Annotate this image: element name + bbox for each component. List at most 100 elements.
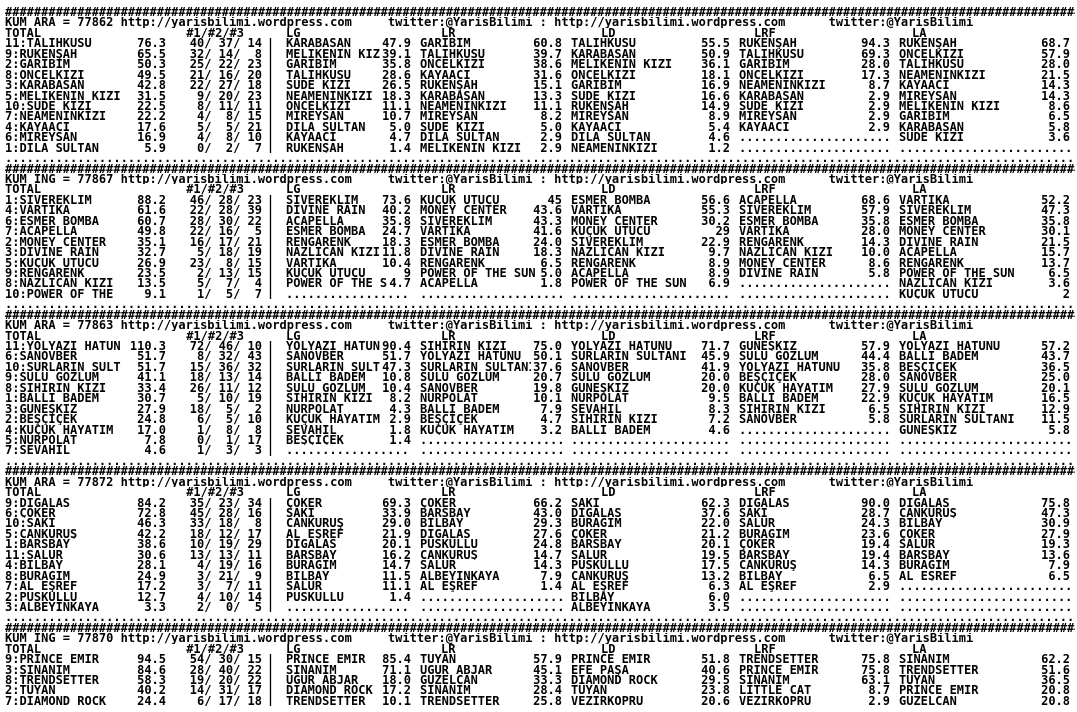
column-header-total: TOTAL — [5, 330, 42, 341]
stat-horse-name: DIAMOND ROCK — [286, 685, 373, 696]
stat-horse-name: SİHİRİN KIZI — [420, 341, 507, 352]
stat-value: 73.6 — [382, 194, 411, 206]
stat-lrf-cell: RENGARENK 14.3 — [732, 237, 892, 247]
stat-ld-cell: BALLI BADEM 4.6 — [564, 425, 732, 435]
stat-lr-cell: NURPOLAT 10.1 — [413, 393, 564, 403]
horse-number-name: 4:KAYAACI — [5, 121, 71, 133]
horse-number-name: 5:KÜÇÜK ÜTÜCÜ — [5, 257, 99, 268]
stat-lrf-cell: RÜKENŞAH 94.3 — [732, 38, 892, 48]
stat-value: 19.3 — [1041, 539, 1070, 550]
wordpress-url: http://yarisbilimi.wordpress.com — [554, 633, 786, 644]
stat-value: 44.4 — [861, 351, 890, 362]
stat-horse-name: SİHİRİN KIZI — [571, 414, 658, 425]
stat-value: 3.6 — [1048, 132, 1070, 143]
stat-lrf-cell: TALIHKUSU 69.3 — [732, 49, 892, 59]
stat-la-cell: MİREYSAN 14.3 — [892, 91, 1072, 101]
stat-horse-name: ÖNCELKIZI — [739, 69, 805, 81]
stat-ld-cell: SİVEREKLİM 22.9 — [564, 237, 732, 247]
empty-dots: ........................ — [739, 142, 890, 154]
stat-horse-name: VARTİKA — [571, 205, 622, 216]
place-counts: 9/ 20/ 23 — [189, 90, 262, 101]
stat-lrf-cell: PRINCE EMİR 75.8 — [732, 665, 892, 675]
stat-lr-cell: ........................ — [413, 602, 564, 612]
stat-value: 5.0 — [540, 267, 562, 279]
stat-horse-name: SİHİRİN KIZI — [739, 403, 826, 415]
stat-lg-cell: DIAMOND ROCK 17.2 — [279, 685, 413, 695]
stat-horse-name: DİGALAS — [739, 497, 790, 508]
stat-ld-cell: PÜSKÜLLÜ 17.5 — [564, 560, 732, 570]
stat-value: 28.0 — [861, 372, 890, 383]
column-header-spacer — [262, 28, 279, 38]
stat-la-cell: POWER OF THE SUN 6.5 — [892, 268, 1072, 278]
column-header-counts: #1/#2/#3 — [186, 487, 244, 498]
stat-value: 7.2 — [708, 414, 730, 425]
column-header-lr: LR — [441, 487, 456, 498]
stat-value: 8.7 — [868, 685, 890, 696]
stat-lrf-cell: NAZLICAN KIZI 10.0 — [732, 247, 892, 257]
stat-horse-name: PRINCE EMİR — [899, 685, 979, 696]
horse-number-name: 4:BİLBAY — [5, 560, 63, 571]
stat-lg-cell: RENGARENK 18.3 — [279, 237, 413, 247]
stat-value: 6.3 — [708, 581, 730, 592]
stat-value: 14.7 — [533, 549, 562, 561]
stat-value: 3.6 — [1048, 278, 1070, 289]
stat-value: 39.1 — [382, 48, 411, 60]
stat-horse-name: TRENDSETTER — [420, 695, 500, 707]
stat-horse-name: ACAPELLA — [739, 194, 797, 206]
stat-value: 4.6 — [708, 424, 730, 435]
stat-value: 2.9 — [868, 695, 890, 707]
stat-value: 14.7 — [382, 560, 411, 571]
stat-value: 43.7 — [1041, 351, 1070, 362]
column-header-counts: #1/#2/#3 — [186, 643, 244, 655]
stat-lrf-cell: MİREYSAN 2.9 — [732, 111, 892, 121]
stat-lg-cell: VARTİKA 10.4 — [279, 258, 413, 268]
stat-value: 47.3 — [1041, 508, 1070, 519]
stat-lg-cell: SİVEREKLİM 73.6 — [279, 195, 413, 205]
horse-number-name: 1:SİVEREKLİM — [5, 194, 92, 206]
stat-horse-name: ÇOKER — [571, 528, 608, 540]
table-row: 7:NEAMENİNKIZI 22.2 4/ 8/ 15 | MİREYSAN 10.7… — [5, 111, 1077, 121]
column-header-row: TOTAL #1/#2/#3 LG LR LD LRF LA — [5, 28, 1077, 38]
table-row: 4:BİLBAY 28.1 4/ 19/ 16 | BURAĞIM 14.7 SALUR 1… — [5, 560, 1077, 570]
stat-value: 15.7 — [1041, 247, 1070, 258]
stat-la-cell: RENGARENK 13.7 — [892, 258, 1072, 268]
stat-horse-name: SAKİ — [286, 508, 315, 519]
total-value: 27.9 — [137, 403, 166, 415]
empty-dots: ........................ — [420, 434, 562, 446]
empty-dots: ........................ — [739, 591, 890, 602]
stat-horse-name: SİVEREKLİM — [286, 194, 359, 206]
column-header-lr: LR — [441, 27, 456, 39]
table-row: 2:GARİBİM 50.3 25/ 22/ 23 | GARİBİM 35.8 ÖNCEL… — [5, 59, 1077, 69]
column-header-la: LA — [912, 330, 927, 341]
place-counts: 18/ 5/ 2 — [189, 403, 262, 415]
stat-lr-cell: DİLA SULTAN 2.9 — [413, 132, 564, 142]
stat-value: 28.0 — [1041, 59, 1070, 70]
horse-number-name: 4:VARTİKA — [5, 205, 71, 216]
pipe-separator: | — [266, 351, 275, 362]
twitter-handle: twitter:@YarisBilimi — [828, 633, 974, 644]
place-counts: 4/ 8/ 10 — [189, 132, 262, 143]
stat-ld-cell: GÜNEŞKIZ 20.0 — [564, 383, 732, 393]
stat-horse-name: SEVAHİL — [286, 424, 337, 435]
stat-horse-name: ESMER BOMBA — [286, 226, 366, 237]
stat-value: 5.8 — [1048, 121, 1070, 133]
stat-horse-name: BEŞÇİÇEK — [420, 414, 478, 425]
stat-la-cell: TRENDSETTER 51.6 — [892, 665, 1072, 675]
stat-horse-name: POWER OF THE SUN — [286, 278, 388, 289]
pipe-separator: | — [266, 267, 275, 279]
stat-value: 2.9 — [389, 414, 411, 425]
total-value: 26.9 — [137, 257, 166, 268]
table-row: 9:RÜKENŞAH 65.5 32/ 14/ 8 | MELİKENİN KIZI 39… — [5, 49, 1077, 59]
stat-lr-cell: KÜÇÜK HAYATIM 3.2 — [413, 425, 564, 435]
column-header-row: TOTAL #1/#2/#3 LG LR LD LRF LA — [5, 487, 1077, 497]
stat-value: 7.9 — [540, 570, 562, 582]
total-value: 9.1 — [144, 288, 166, 300]
table-row: 6:SANOVBER 51.7 8/ 32/ 43 | SANOVBER 51.7 YOL… — [5, 351, 1077, 361]
stat-horse-name: VARTİKA — [739, 226, 790, 237]
place-counts: 23/ 8/ 15 — [189, 257, 262, 268]
table-row: 11:YOLYAZI HATUN 110.3 72/ 46/ 10 | YOLYAZI … — [5, 341, 1077, 351]
stat-la-cell: ........................ — [892, 445, 1072, 455]
stat-horse-name: KAYAACI — [420, 69, 471, 81]
stat-horse-name: ÖNCELKIZI — [571, 69, 637, 81]
stat-value: 30.2 — [701, 215, 730, 227]
